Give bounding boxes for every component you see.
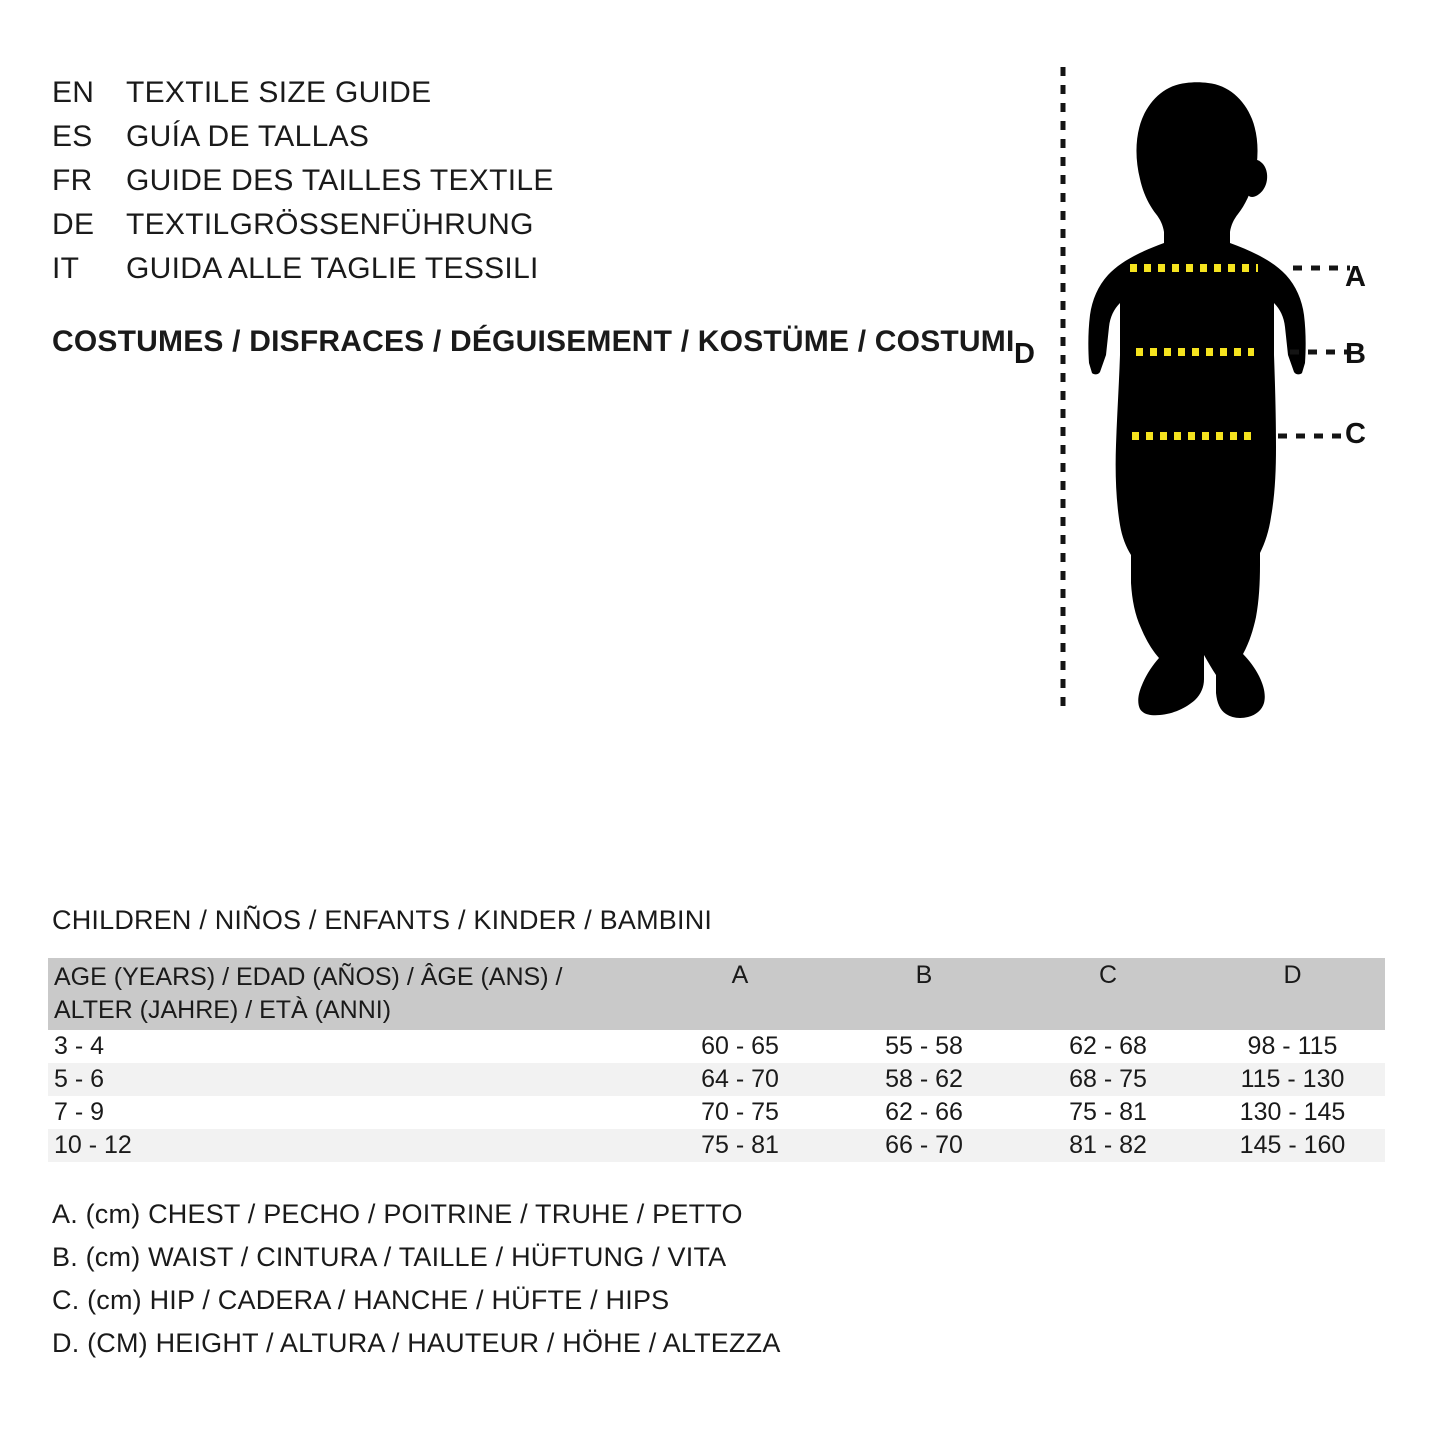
column-header-d: D	[1200, 958, 1385, 1030]
marker-label-b: B	[1345, 338, 1366, 370]
legend-row-c: C. (cm) HIP / CADERA / HANCHE / HÜFTE / …	[52, 1285, 670, 1315]
table-header-row: AGE (YEARS) / EDAD (AÑOS) / ÂGE (ANS) / …	[48, 958, 1385, 1030]
cell-waist: 66 - 70	[832, 1129, 1016, 1162]
language-code: EN	[52, 76, 95, 109]
language-row-de: DE TEXTILGRÖSSENFÜHRUNG	[52, 208, 612, 252]
cell-chest: 75 - 81	[648, 1129, 832, 1162]
language-title-list: EN TEXTILE SIZE GUIDE ES GUÍA DE TALLAS …	[52, 76, 612, 296]
cell-age: 10 - 12	[48, 1129, 648, 1162]
table-row: 3 - 4 60 - 65 55 - 58 62 - 68 98 - 115	[48, 1030, 1385, 1063]
cell-hip: 75 - 81	[1016, 1096, 1200, 1129]
child-silhouette-icon	[1088, 82, 1306, 718]
language-title: GUIDE DES TAILLES TEXTILE	[126, 164, 554, 197]
cell-age: 7 - 9	[48, 1096, 648, 1129]
cell-waist: 62 - 66	[832, 1096, 1016, 1129]
language-code: ES	[52, 120, 93, 153]
language-code: FR	[52, 164, 93, 197]
column-header-age-line1: AGE (YEARS) / EDAD (AÑOS) / ÂGE (ANS) /	[54, 963, 563, 991]
column-header-age: AGE (YEARS) / EDAD (AÑOS) / ÂGE (ANS) / …	[48, 958, 648, 1030]
language-code: IT	[52, 252, 80, 285]
language-row-fr: FR GUIDE DES TAILLES TEXTILE	[52, 164, 612, 208]
size-table: AGE (YEARS) / EDAD (AÑOS) / ÂGE (ANS) / …	[48, 958, 1385, 1162]
cell-age: 5 - 6	[48, 1063, 648, 1096]
table-group-title: CHILDREN / NIÑOS / ENFANTS / KINDER / BA…	[52, 905, 713, 935]
table-body: 3 - 4 60 - 65 55 - 58 62 - 68 98 - 115 5…	[48, 1030, 1385, 1162]
size-diagram	[990, 55, 1410, 735]
cell-height: 145 - 160	[1200, 1129, 1385, 1162]
cell-height: 130 - 145	[1200, 1096, 1385, 1129]
table-row: 10 - 12 75 - 81 66 - 70 81 - 82 145 - 16…	[48, 1129, 1385, 1162]
cell-chest: 60 - 65	[648, 1030, 832, 1063]
language-code: DE	[52, 208, 95, 241]
column-header-b: B	[832, 958, 1016, 1030]
language-title: TEXTILGRÖSSENFÜHRUNG	[126, 208, 534, 241]
table-row: 7 - 9 70 - 75 62 - 66 75 - 81 130 - 145	[48, 1096, 1385, 1129]
column-header-c: C	[1016, 958, 1200, 1030]
table-row: 5 - 6 64 - 70 58 - 62 68 - 75 115 - 130	[48, 1063, 1385, 1096]
measurement-legend: A. (cm) CHEST / PECHO / POITRINE / TRUHE…	[52, 1199, 812, 1371]
column-header-a: A	[648, 958, 832, 1030]
language-title: GUÍA DE TALLAS	[126, 120, 370, 153]
cell-height: 98 - 115	[1200, 1030, 1385, 1063]
cell-waist: 55 - 58	[832, 1030, 1016, 1063]
legend-row-b: B. (cm) WAIST / CINTURA / TAILLE / HÜFTU…	[52, 1242, 727, 1272]
language-title: GUIDA ALLE TAGLIE TESSILI	[126, 252, 539, 285]
legend-row-a: A. (cm) CHEST / PECHO / POITRINE / TRUHE…	[52, 1199, 743, 1229]
table-header: AGE (YEARS) / EDAD (AÑOS) / ÂGE (ANS) / …	[48, 958, 1385, 1030]
legend-row-d: D. (CM) HEIGHT / ALTURA / HAUTEUR / HÖHE…	[52, 1328, 781, 1358]
cell-hip: 62 - 68	[1016, 1030, 1200, 1063]
marker-label-c: C	[1345, 418, 1366, 450]
cell-hip: 81 - 82	[1016, 1129, 1200, 1162]
language-row-en: EN TEXTILE SIZE GUIDE	[52, 76, 612, 120]
marker-label-d: D	[1014, 338, 1035, 370]
cell-age: 3 - 4	[48, 1030, 648, 1063]
cell-height: 115 - 130	[1200, 1063, 1385, 1096]
marker-label-a: A	[1345, 261, 1366, 293]
language-row-it: IT GUIDA ALLE TAGLIE TESSILI	[52, 252, 612, 296]
cell-chest: 70 - 75	[648, 1096, 832, 1129]
cell-hip: 68 - 75	[1016, 1063, 1200, 1096]
cell-chest: 64 - 70	[648, 1063, 832, 1096]
cell-waist: 58 - 62	[832, 1063, 1016, 1096]
language-row-es: ES GUÍA DE TALLAS	[52, 120, 612, 164]
category-headline: COSTUMES / DISFRACES / DÉGUISEMENT / KOS…	[52, 325, 1015, 358]
column-header-age-line2: ALTER (JAHRE) / ETÀ (ANNI)	[54, 995, 392, 1024]
language-title: TEXTILE SIZE GUIDE	[126, 76, 432, 109]
